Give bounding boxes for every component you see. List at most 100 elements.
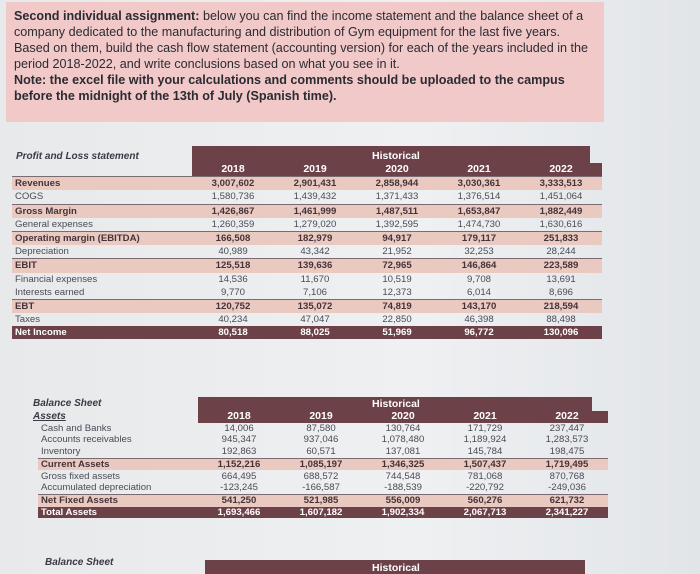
- table-row: Accumulated depreciation -123,245 -166,587…: [38, 482, 608, 494]
- table-row: EBT 120,752 135,072 74,819 143,170 218,594: [12, 298, 602, 314]
- year-header: 2020: [356, 163, 438, 177]
- cell-value: 870,768: [549, 470, 585, 482]
- cell-value: 2,901,431: [274, 176, 356, 191]
- cell-value: 130,764: [385, 422, 421, 434]
- pl-title: Profit and Loss statement: [16, 151, 139, 162]
- row-label: Gross Margin: [12, 203, 192, 218]
- cell-value: 223,589: [520, 258, 602, 273]
- cell-value: 1,487,511: [356, 203, 438, 218]
- cell-value: 556,009: [362, 493, 444, 507]
- cell-value: 72,965: [356, 258, 438, 273]
- assignment-note: Note: the excel file with your calculati…: [14, 73, 565, 103]
- cell-value: 937,046: [303, 434, 339, 446]
- pl-group-header: Historical: [372, 150, 420, 162]
- bs-table: 2018 2019 2020 2021 2022 Cash and Banks 14,006…: [38, 410, 608, 519]
- table-row: Total Assets 1,693,466 1,607,182 1,902,334 2…: [38, 506, 608, 519]
- table-row: COGS 1,580,736 1,439,432 1,371,433 1,376,514…: [12, 190, 602, 204]
- cell-value: 14,006: [224, 422, 254, 434]
- cell-value: 96,772: [438, 326, 520, 340]
- table-row: Depreciation 40,989 43,342 21,952 32,253 28,2…: [12, 245, 602, 259]
- cell-value: 744,548: [385, 470, 421, 482]
- cell-value: 1,392,595: [375, 218, 419, 230]
- row-label: Interests earned: [15, 286, 85, 298]
- cell-value: 1,189,924: [463, 434, 507, 446]
- cell-value: 2,341,227: [526, 506, 608, 519]
- bs-group-header-band: [198, 397, 592, 411]
- year-header: 2021: [444, 410, 526, 423]
- table-row: Net Income 80,518 88,025 51,969 96,772 130,09…: [12, 326, 602, 340]
- cell-value: 1,653,847: [438, 203, 520, 218]
- cell-value: 1,426,867: [192, 203, 274, 218]
- row-label: Current Assets: [38, 457, 198, 471]
- cell-value: 251,833: [520, 230, 602, 246]
- year-header: 2019: [280, 410, 362, 423]
- cell-value: 1,882,449: [520, 203, 602, 218]
- cell-value: 1,580,736: [211, 191, 255, 203]
- cell-value: 192,863: [221, 446, 257, 458]
- cell-value: 28,244: [546, 246, 576, 258]
- table-row: Inventory 192,863 60,571 137,081 145,784 198,…: [38, 446, 608, 458]
- cell-value: 2,067,713: [444, 506, 526, 519]
- cell-value: 179,117: [438, 230, 520, 246]
- cell-value: 1,078,480: [381, 434, 425, 446]
- year-header-row: 2018 2019 2020 2021 2022: [12, 163, 602, 177]
- cell-value: 9,770: [220, 286, 245, 298]
- row-label: Net Fixed Assets: [38, 493, 198, 507]
- cell-value: 1,902,334: [362, 506, 444, 519]
- cell-value: 781,068: [467, 470, 503, 482]
- assignment-instructions: Second individual assignment: below you …: [6, 2, 604, 122]
- table-row: Operating margin (EBITDA) 166,508 182,979 9…: [12, 230, 602, 246]
- pl-table: 2018 2019 2020 2021 2022 Revenues 3,007,602 2,9…: [12, 163, 602, 340]
- cell-value: 137,081: [385, 446, 421, 458]
- row-label: EBT: [12, 298, 192, 314]
- cell-value: 2,858,944: [356, 176, 438, 191]
- row-label: Net Income: [12, 326, 192, 340]
- cell-value: 171,729: [467, 422, 503, 434]
- cell-value: 1,376,514: [457, 191, 501, 203]
- bs-title: Balance Sheet: [33, 398, 102, 409]
- table-row: Gross fixed assets 664,495 688,572 744,548 7…: [38, 470, 608, 482]
- cell-value: 1,439,432: [293, 191, 337, 203]
- cell-value: 51,969: [356, 326, 438, 340]
- cell-value: 1,085,197: [280, 457, 362, 471]
- cell-value: 198,475: [549, 446, 585, 458]
- year-header: 2018: [192, 163, 274, 177]
- cell-value: 14,536: [218, 273, 248, 285]
- row-label: Revenues: [12, 176, 192, 191]
- cell-value: 621,732: [526, 493, 608, 507]
- assignment-lead: Second individual assignment:: [14, 9, 200, 23]
- year-header: 2019: [274, 163, 356, 177]
- cell-value: 1,283,573: [545, 434, 589, 446]
- cell-value: 1,451,064: [539, 191, 583, 203]
- cell-value: 3,333,513: [520, 176, 602, 191]
- table-row: Net Fixed Assets 541,250 521,985 556,009 560…: [38, 493, 608, 507]
- row-label: Cash and Banks: [41, 422, 112, 434]
- cell-value: 74,819: [356, 298, 438, 314]
- cell-value: 9,708: [466, 273, 491, 285]
- cell-value: 1,152,216: [198, 457, 280, 471]
- table-row: General expenses 1,260,359 1,279,020 1,392,…: [12, 218, 602, 232]
- cell-value: 3,007,602: [192, 176, 274, 191]
- cell-value: 87,580: [306, 422, 336, 434]
- cell-value: 1,474,730: [457, 218, 501, 230]
- row-label: EBIT: [12, 258, 192, 273]
- year-header: 2022: [526, 410, 608, 423]
- bs2-group-header: Historical: [372, 562, 420, 574]
- cell-value: 145,784: [467, 446, 503, 458]
- bs-subtitle: Assets: [33, 411, 66, 422]
- year-header: 2021: [438, 163, 520, 177]
- cell-value: 1,461,999: [274, 203, 356, 218]
- cell-value: 1,630,616: [539, 218, 583, 230]
- cell-value: 1,693,466: [198, 506, 280, 519]
- cell-value: 130,096: [520, 326, 602, 340]
- cell-value: 6,014: [466, 286, 491, 298]
- table-row: Taxes 40,234 47,047 22,850 46,398 88,498: [12, 313, 602, 326]
- cell-value: 40,989: [218, 246, 248, 258]
- cell-value: 146,864: [438, 258, 520, 273]
- table-row: EBIT 125,518 139,636 72,965 146,864 223,589: [12, 258, 602, 273]
- cell-value: -123,245: [220, 482, 258, 494]
- bs-group-header: Historical: [372, 398, 420, 410]
- cell-value: 88,498: [546, 314, 576, 326]
- row-label: Inventory: [41, 446, 81, 458]
